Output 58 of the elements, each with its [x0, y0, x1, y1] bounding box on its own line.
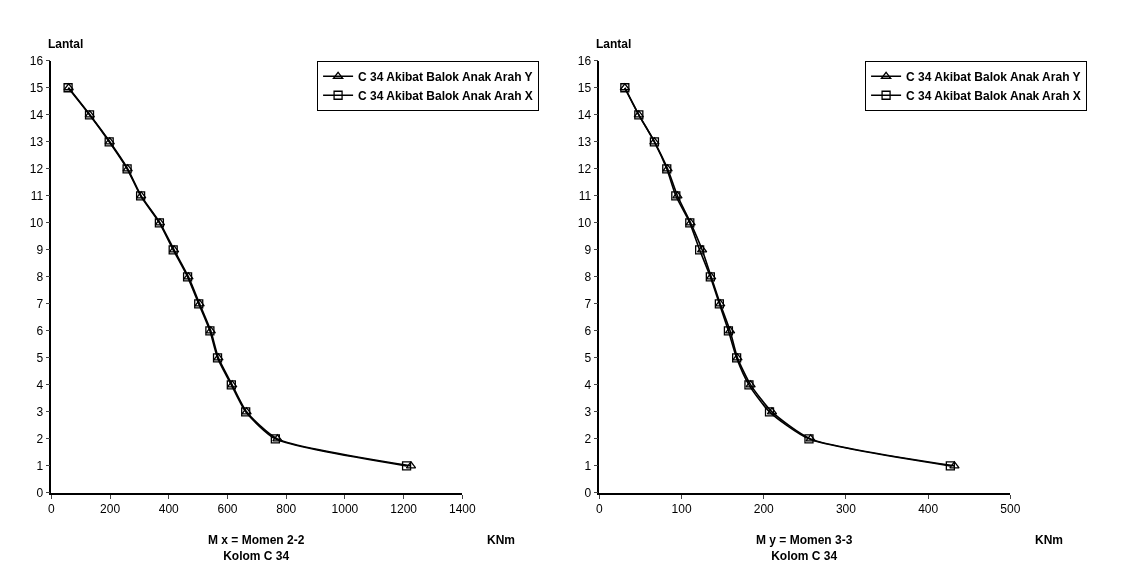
x-tick-label: 800	[276, 502, 297, 517]
x-tick-label: 300	[835, 502, 857, 517]
y-tick-label: 12	[29, 161, 44, 176]
y-tick-label: 15	[577, 80, 592, 95]
y-tick-label: 9	[36, 243, 44, 258]
y-tick-label: 4	[36, 378, 44, 393]
y-tick-label: 10	[29, 216, 44, 231]
y-tick-label: 12	[577, 161, 592, 176]
y-tick-label: 2	[36, 432, 44, 447]
y-tick-label: 1	[36, 459, 44, 474]
x-tick-label: 1000	[331, 502, 359, 517]
y-tick-label: 4	[584, 378, 592, 393]
y-tick-label: 9	[584, 243, 592, 258]
y-tick-label: 0	[584, 486, 592, 501]
y-tick-label: 0	[36, 486, 44, 501]
x-axis-title: M x = Momen 2-2 Kolom C 34	[208, 533, 305, 563]
x-tick-label: 200	[100, 502, 121, 517]
x-tick-label: 400	[158, 502, 180, 517]
x-tick-label: 0	[48, 502, 56, 517]
y-tick-label: 16	[577, 53, 592, 68]
x-tick-label: 500	[1000, 502, 1021, 517]
y-tick-label: 5	[36, 351, 44, 366]
legend-label: C 34 Akibat Balok Anak Arah Y	[906, 69, 1081, 84]
x-tick-label: 1200	[390, 502, 418, 517]
legend-label: C 34 Akibat Balok Anak Arah X	[906, 88, 1081, 103]
y-tick-label: 6	[36, 324, 44, 339]
y-tick-label: 2	[584, 432, 592, 447]
text: KNm	[487, 533, 516, 547]
y-tick-label: 3	[584, 405, 592, 420]
x-tick-label: 200	[753, 502, 775, 517]
x-axis-title: M y = Momen 3-3 Kolom C 34	[756, 533, 853, 563]
y-tick-label: 14	[29, 107, 44, 122]
y-tick-label: 13	[29, 134, 44, 149]
y-tick-label: 7	[584, 297, 592, 312]
y-tick-label: 10	[577, 216, 592, 231]
y-axis-title: Lantal	[596, 37, 632, 51]
text: KNm	[1035, 533, 1064, 547]
legend-label: C 34 Akibat Balok Anak Arah X	[358, 88, 533, 103]
y-axis-title: Lantal	[48, 37, 84, 51]
y-tick-label: 14	[577, 107, 592, 122]
x-tick-label: 0	[596, 502, 604, 517]
y-tick-label: 11	[578, 189, 592, 203]
y-tick-label: 7	[36, 297, 44, 312]
x-tick-label: 1400	[449, 502, 477, 517]
y-tick-label: 3	[36, 405, 44, 420]
y-tick-label: 11	[30, 189, 44, 203]
y-tick-label: 15	[29, 80, 44, 95]
x-tick-label: 600	[217, 502, 238, 517]
y-tick-label: 1	[584, 459, 592, 474]
legend-label: C 34 Akibat Balok Anak Arah Y	[358, 69, 533, 84]
y-tick-label: 6	[584, 324, 592, 339]
y-tick-label: 8	[36, 270, 44, 285]
y-tick-label: 5	[584, 351, 592, 366]
y-tick-label: 13	[577, 134, 592, 149]
y-tick-label: 8	[584, 270, 592, 285]
x-tick-label: 400	[918, 502, 939, 517]
x-tick-label: 100	[671, 502, 692, 517]
y-tick-label: 16	[29, 53, 44, 68]
